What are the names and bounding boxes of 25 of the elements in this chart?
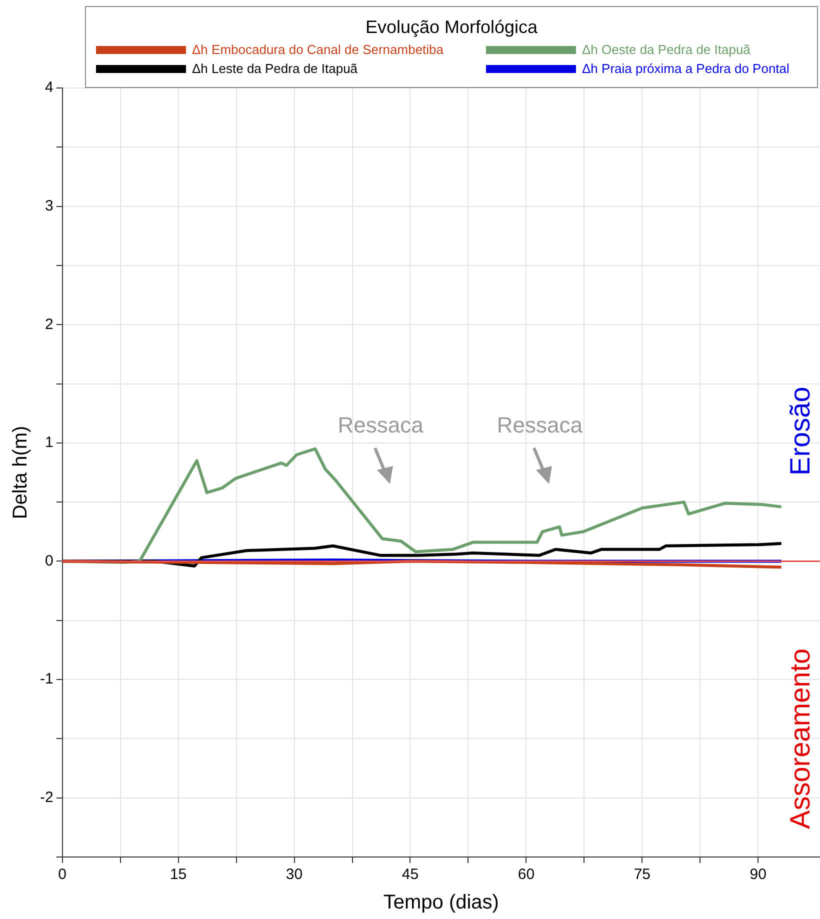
text: Δh Oeste da Pedra de Itapuã — [582, 42, 750, 57]
annotation: Ressaca — [338, 412, 424, 438]
x-tick-label: 90 — [750, 866, 766, 884]
x-tick-label: 60 — [518, 866, 535, 884]
annotation: Assoreamento — [784, 648, 816, 829]
text: Δh Praia próxima a Pedra do Pontal — [582, 61, 790, 76]
y-tick-label: 1 — [44, 434, 54, 452]
x-tick-label: 0 — [58, 866, 67, 884]
annotation: Ressaca — [496, 412, 584, 438]
y-tick-label: -1 — [40, 670, 54, 688]
y-tick-label: 2 — [44, 316, 54, 333]
y-axis-title: Delta h(m) — [10, 426, 32, 520]
y-tick-label: 4 — [44, 79, 54, 96]
y-tick-label: 3 — [44, 197, 54, 214]
legend-title: Evolução Morfológica — [364, 17, 539, 38]
y-tick-label: -2 — [40, 788, 54, 806]
x-tick-label: 30 — [286, 866, 303, 884]
y-tick-label: 0 — [44, 552, 54, 570]
x-tick-label: 15 — [170, 866, 187, 884]
text: Δh Leste da Pedra de Itapuã — [192, 61, 358, 76]
x-axis-title: Tempo (dias) — [383, 892, 499, 914]
x-tick-label: 45 — [402, 866, 419, 884]
text: Δh Embocadura do Canal de Sernambetiba — [192, 42, 444, 57]
annotation: Erosão — [784, 386, 816, 476]
x-tick-label: 75 — [634, 866, 651, 884]
